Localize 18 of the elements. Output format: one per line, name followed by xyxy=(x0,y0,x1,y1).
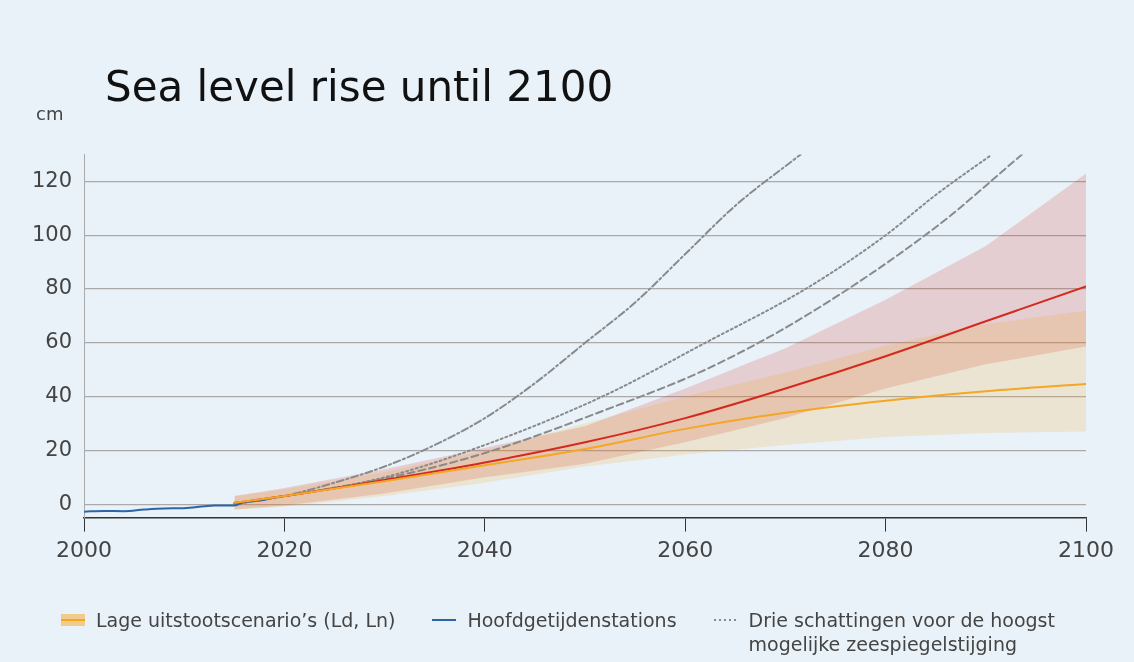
x-tick-label: 2100 xyxy=(1058,536,1114,562)
legend-label: Lage uitstootscenario’s (Ld, Ln) xyxy=(96,608,396,632)
y-tick-label: 60 xyxy=(45,329,73,354)
x-tick-label: 2080 xyxy=(857,536,914,562)
legend-label: Drie schattingen voor de hoogst mogelijke zeespiegelstijging xyxy=(748,608,1056,656)
legend-label: Hoofdgetijdenstations xyxy=(467,608,677,632)
x-tick-label: 2020 xyxy=(256,536,313,562)
chart-title: Sea level rise until 2100 xyxy=(105,62,614,111)
y-tick-label: 100 xyxy=(31,221,73,246)
y-tick-label: 20 xyxy=(45,436,73,461)
y-tick-label: 0 xyxy=(58,490,73,515)
y-axis-title: cm xyxy=(36,103,64,124)
x-tick-label: 2060 xyxy=(657,536,714,562)
y-tick-label: 80 xyxy=(45,275,73,300)
x-tick-label: 2000 xyxy=(56,536,113,562)
y-tick-label: 40 xyxy=(45,383,73,408)
y-tick-label: 120 xyxy=(31,167,73,192)
x-tick-label: 2040 xyxy=(456,536,513,562)
